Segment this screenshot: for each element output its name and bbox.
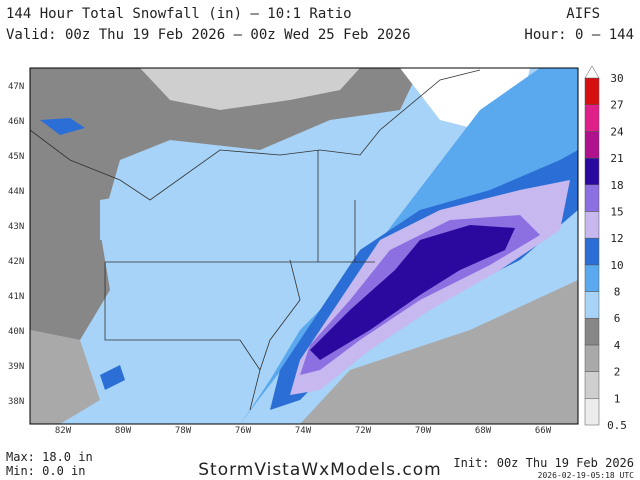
lon-label: 74W bbox=[295, 426, 312, 436]
colorbar-label: 24 bbox=[610, 125, 624, 138]
lat-label: 39N bbox=[8, 362, 24, 372]
snow-area bbox=[140, 68, 360, 110]
colorbar-arrow bbox=[584, 65, 600, 79]
lat-label: 47N bbox=[8, 82, 24, 92]
colorbar-segment bbox=[584, 317, 600, 346]
colorbar-label: 4 bbox=[614, 339, 621, 352]
colorbar-segment bbox=[584, 211, 600, 239]
boundaries bbox=[29, 69, 481, 411]
colorbar-segment bbox=[584, 77, 600, 105]
colorbar-segment bbox=[584, 184, 600, 212]
lon-label: 78W bbox=[175, 426, 192, 436]
colorbar-label: 8 bbox=[614, 286, 621, 299]
lat-label: 46N bbox=[8, 117, 24, 127]
snow-area bbox=[30, 68, 420, 340]
lon-label: 66W bbox=[535, 426, 552, 436]
lat-label: 44N bbox=[8, 187, 24, 197]
map bbox=[29, 67, 579, 425]
colorbar-label: 0.5 bbox=[607, 419, 627, 432]
colorbar-label: 15 bbox=[610, 205, 623, 218]
snow-area bbox=[30, 330, 100, 424]
colorbar-segment bbox=[584, 131, 600, 159]
timestamp: 2026-02-19-05:18 UTC bbox=[538, 471, 635, 480]
colorbar-segment bbox=[584, 237, 600, 266]
colorbar-segment bbox=[584, 264, 600, 292]
lat-label: 40N bbox=[8, 327, 24, 337]
colorbar-label: 12 bbox=[610, 232, 623, 245]
lon-label: 70W bbox=[415, 426, 432, 436]
snow-area bbox=[100, 190, 340, 260]
min-value: Min: 0.0 in bbox=[6, 464, 85, 478]
model: AIFS bbox=[566, 6, 600, 22]
colorbar-label: 10 bbox=[610, 259, 623, 272]
colorbar-label: 2 bbox=[614, 366, 621, 379]
hour-range: Hour: 0 — 144 bbox=[524, 27, 634, 43]
lat-label: 43N bbox=[8, 222, 24, 232]
map-frame bbox=[29, 67, 579, 425]
colorbar-segment bbox=[584, 104, 600, 132]
valid-time: Valid: 00z Thu 19 Feb 2026 — 00z Wed 25 … bbox=[6, 27, 411, 43]
lon-label: 76W bbox=[235, 426, 252, 436]
snow-area bbox=[520, 68, 578, 150]
max-value: Max: 18.0 in bbox=[6, 450, 93, 464]
colorbar-label: 1 bbox=[614, 392, 621, 405]
lat-label: 45N bbox=[8, 152, 24, 162]
lat-label: 42N bbox=[8, 257, 24, 267]
colorbar-segment bbox=[584, 291, 600, 319]
site-name: StormVistaWxModels.com bbox=[198, 460, 442, 480]
colorbar-label: 27 bbox=[610, 99, 623, 112]
title: 144 Hour Total Snowfall (in) — 10:1 Rati… bbox=[6, 6, 352, 22]
colorbar-label: 18 bbox=[610, 179, 623, 192]
colorbar-segment bbox=[584, 398, 600, 426]
lon-label: 72W bbox=[355, 426, 372, 436]
snow-area bbox=[310, 225, 515, 360]
colorbar-segment bbox=[584, 371, 600, 399]
snow-area bbox=[300, 280, 578, 424]
colorbar-segment bbox=[584, 157, 600, 186]
colorbar-label: 21 bbox=[610, 152, 623, 165]
lon-label: 82W bbox=[55, 426, 72, 436]
lon-label: 80W bbox=[115, 426, 132, 436]
colorbar-segment bbox=[584, 344, 600, 372]
lat-label: 38N bbox=[8, 397, 24, 407]
lon-label: 68W bbox=[475, 426, 492, 436]
snow-area bbox=[240, 68, 578, 424]
init-time: Init: 00z Thu 19 Feb 2026 bbox=[453, 456, 634, 470]
colorbar-label: 30 bbox=[610, 72, 623, 85]
colorbar-label: 6 bbox=[614, 312, 621, 325]
lat-label: 41N bbox=[8, 292, 24, 302]
